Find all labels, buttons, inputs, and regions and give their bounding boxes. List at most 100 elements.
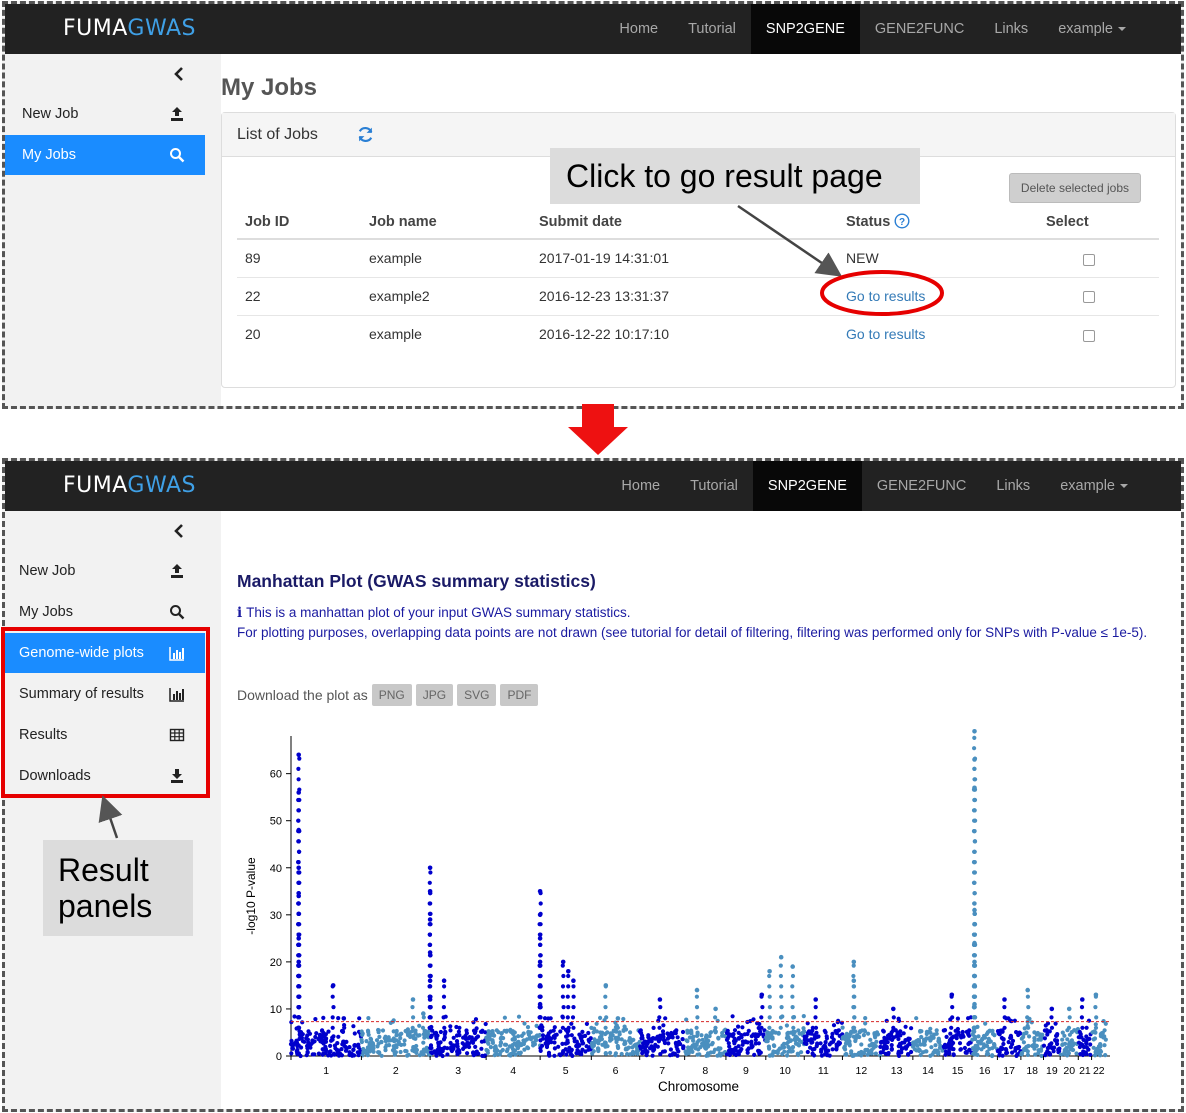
snp-point bbox=[556, 1044, 561, 1049]
snp-point bbox=[428, 911, 433, 916]
snp-point bbox=[923, 1049, 928, 1054]
snp-point bbox=[767, 1031, 773, 1036]
x-tick-label: 5 bbox=[563, 1065, 569, 1077]
snp-point bbox=[406, 1052, 411, 1057]
snp-point bbox=[1091, 1037, 1096, 1042]
select-checkbox[interactable] bbox=[1083, 329, 1095, 342]
snp-point bbox=[441, 1005, 446, 1010]
sidebar-item-my-jobs[interactable]: My Jobs bbox=[5, 135, 205, 175]
snp-point bbox=[1006, 1040, 1011, 1045]
brand-logo[interactable]: FUMAGWAS bbox=[63, 473, 197, 498]
snp-point bbox=[538, 901, 543, 906]
snp-point bbox=[338, 1051, 343, 1056]
snp-point bbox=[566, 984, 571, 989]
nav-user-menu[interactable]: example bbox=[1043, 4, 1141, 54]
snp-point bbox=[836, 1028, 842, 1033]
refresh-icon[interactable] bbox=[357, 126, 374, 143]
peak-point bbox=[972, 940, 977, 946]
snp-point bbox=[296, 808, 301, 813]
snp-point bbox=[904, 1045, 909, 1050]
chevron-left-icon[interactable] bbox=[173, 66, 185, 82]
chevron-left-icon[interactable] bbox=[173, 523, 185, 539]
nav-tutorial[interactable]: Tutorial bbox=[688, 21, 736, 37]
snp-point bbox=[1098, 1042, 1103, 1047]
nav-gene2func[interactable]: GENE2FUNC bbox=[874, 21, 965, 37]
snp-point bbox=[504, 1029, 509, 1034]
nav-snp2gene[interactable]: SNP2GENE bbox=[752, 461, 862, 511]
snp-point bbox=[558, 1053, 563, 1058]
download-pdf-button[interactable]: PDF bbox=[500, 684, 539, 706]
nav-snp2gene[interactable]: SNP2GENE bbox=[750, 4, 860, 54]
snp-point bbox=[487, 1037, 492, 1042]
snp-point bbox=[639, 1031, 644, 1036]
question-circle-icon[interactable]: ? bbox=[894, 213, 910, 229]
snp-point bbox=[608, 1031, 613, 1036]
sidebar-item-new-job[interactable]: New Job bbox=[5, 94, 205, 134]
snp-point bbox=[779, 1005, 784, 1010]
go-to-results-link[interactable]: Go to results bbox=[846, 326, 926, 343]
snp-point bbox=[1081, 1049, 1086, 1054]
select-checkbox[interactable] bbox=[1083, 291, 1095, 304]
sidebar-item-new-job[interactable]: New Job bbox=[5, 551, 205, 591]
snp-point bbox=[608, 1050, 613, 1055]
main-content: My Jobs List of Jobs Delete selected job… bbox=[221, 54, 1181, 406]
nav-tutorial[interactable]: Tutorial bbox=[690, 478, 738, 494]
snp-point bbox=[1066, 1025, 1072, 1030]
snp-point bbox=[571, 994, 576, 999]
download-png-button[interactable]: PNG bbox=[371, 684, 412, 706]
snp-point bbox=[564, 1041, 569, 1046]
snp-point bbox=[666, 1041, 671, 1046]
x-tick-label: 13 bbox=[891, 1065, 903, 1077]
snp-point bbox=[665, 1036, 670, 1041]
snp-point bbox=[889, 1047, 894, 1052]
snp-point bbox=[427, 973, 432, 979]
snp-point bbox=[972, 1051, 977, 1056]
snp-point bbox=[376, 1027, 381, 1033]
nav-links[interactable]: Links bbox=[996, 478, 1031, 494]
snp-point bbox=[984, 1043, 990, 1048]
snp-point bbox=[685, 1039, 690, 1044]
snp-point bbox=[289, 1020, 294, 1025]
x-tick-label: 2 bbox=[393, 1065, 399, 1077]
sidebar-item-downloads[interactable]: Downloads bbox=[5, 756, 205, 796]
snp-point bbox=[571, 1005, 576, 1010]
snp-point bbox=[649, 1039, 654, 1044]
sidebar-item-results[interactable]: Results bbox=[5, 715, 205, 755]
peak-point bbox=[1080, 997, 1085, 1002]
delete-selected-jobs-button[interactable]: Delete selected jobs bbox=[1008, 173, 1141, 203]
nav-home[interactable]: Home bbox=[619, 21, 659, 37]
nav-home[interactable]: Home bbox=[621, 478, 661, 494]
sidebar-item-my-jobs[interactable]: My Jobs bbox=[5, 592, 205, 632]
snp-point bbox=[565, 1015, 570, 1020]
snp-point bbox=[695, 1033, 700, 1038]
snp-point bbox=[661, 1023, 666, 1028]
job-id-cell: 20 bbox=[245, 326, 261, 343]
select-checkbox[interactable] bbox=[1083, 253, 1095, 266]
snp-point bbox=[451, 1035, 456, 1040]
snp-point bbox=[730, 1033, 735, 1039]
snp-point bbox=[1001, 1037, 1006, 1042]
sidebar-item-genome-wide-plots[interactable]: Genome-wide plots bbox=[5, 633, 205, 673]
download-jpg-button[interactable]: JPG bbox=[415, 684, 454, 706]
peak-point bbox=[615, 1016, 621, 1021]
peak-point bbox=[813, 997, 818, 1002]
snp-point bbox=[504, 1049, 510, 1054]
snp-point bbox=[957, 1041, 963, 1046]
snp-point bbox=[569, 1021, 574, 1026]
brand-logo[interactable]: FUMAGWAS bbox=[63, 16, 197, 41]
snp-point bbox=[812, 1033, 817, 1038]
nav-user-menu[interactable]: example bbox=[1045, 461, 1143, 511]
go-to-results-link[interactable]: Go to results bbox=[846, 288, 926, 304]
sidebar-item-summary-of-results[interactable]: Summary of results bbox=[5, 674, 205, 714]
peak-point bbox=[296, 752, 301, 758]
snp-point bbox=[889, 1043, 894, 1048]
nav-gene2func[interactable]: GENE2FUNC bbox=[876, 478, 967, 494]
snp-point bbox=[823, 1040, 828, 1045]
snp-point bbox=[428, 870, 433, 875]
snp-point bbox=[628, 1040, 633, 1045]
snp-point bbox=[1068, 1046, 1073, 1052]
annotation-callout-panels: Result panels bbox=[43, 840, 193, 936]
download-svg-button[interactable]: SVG bbox=[457, 684, 497, 706]
nav-links[interactable]: Links bbox=[994, 21, 1029, 37]
snp-point bbox=[767, 973, 772, 979]
